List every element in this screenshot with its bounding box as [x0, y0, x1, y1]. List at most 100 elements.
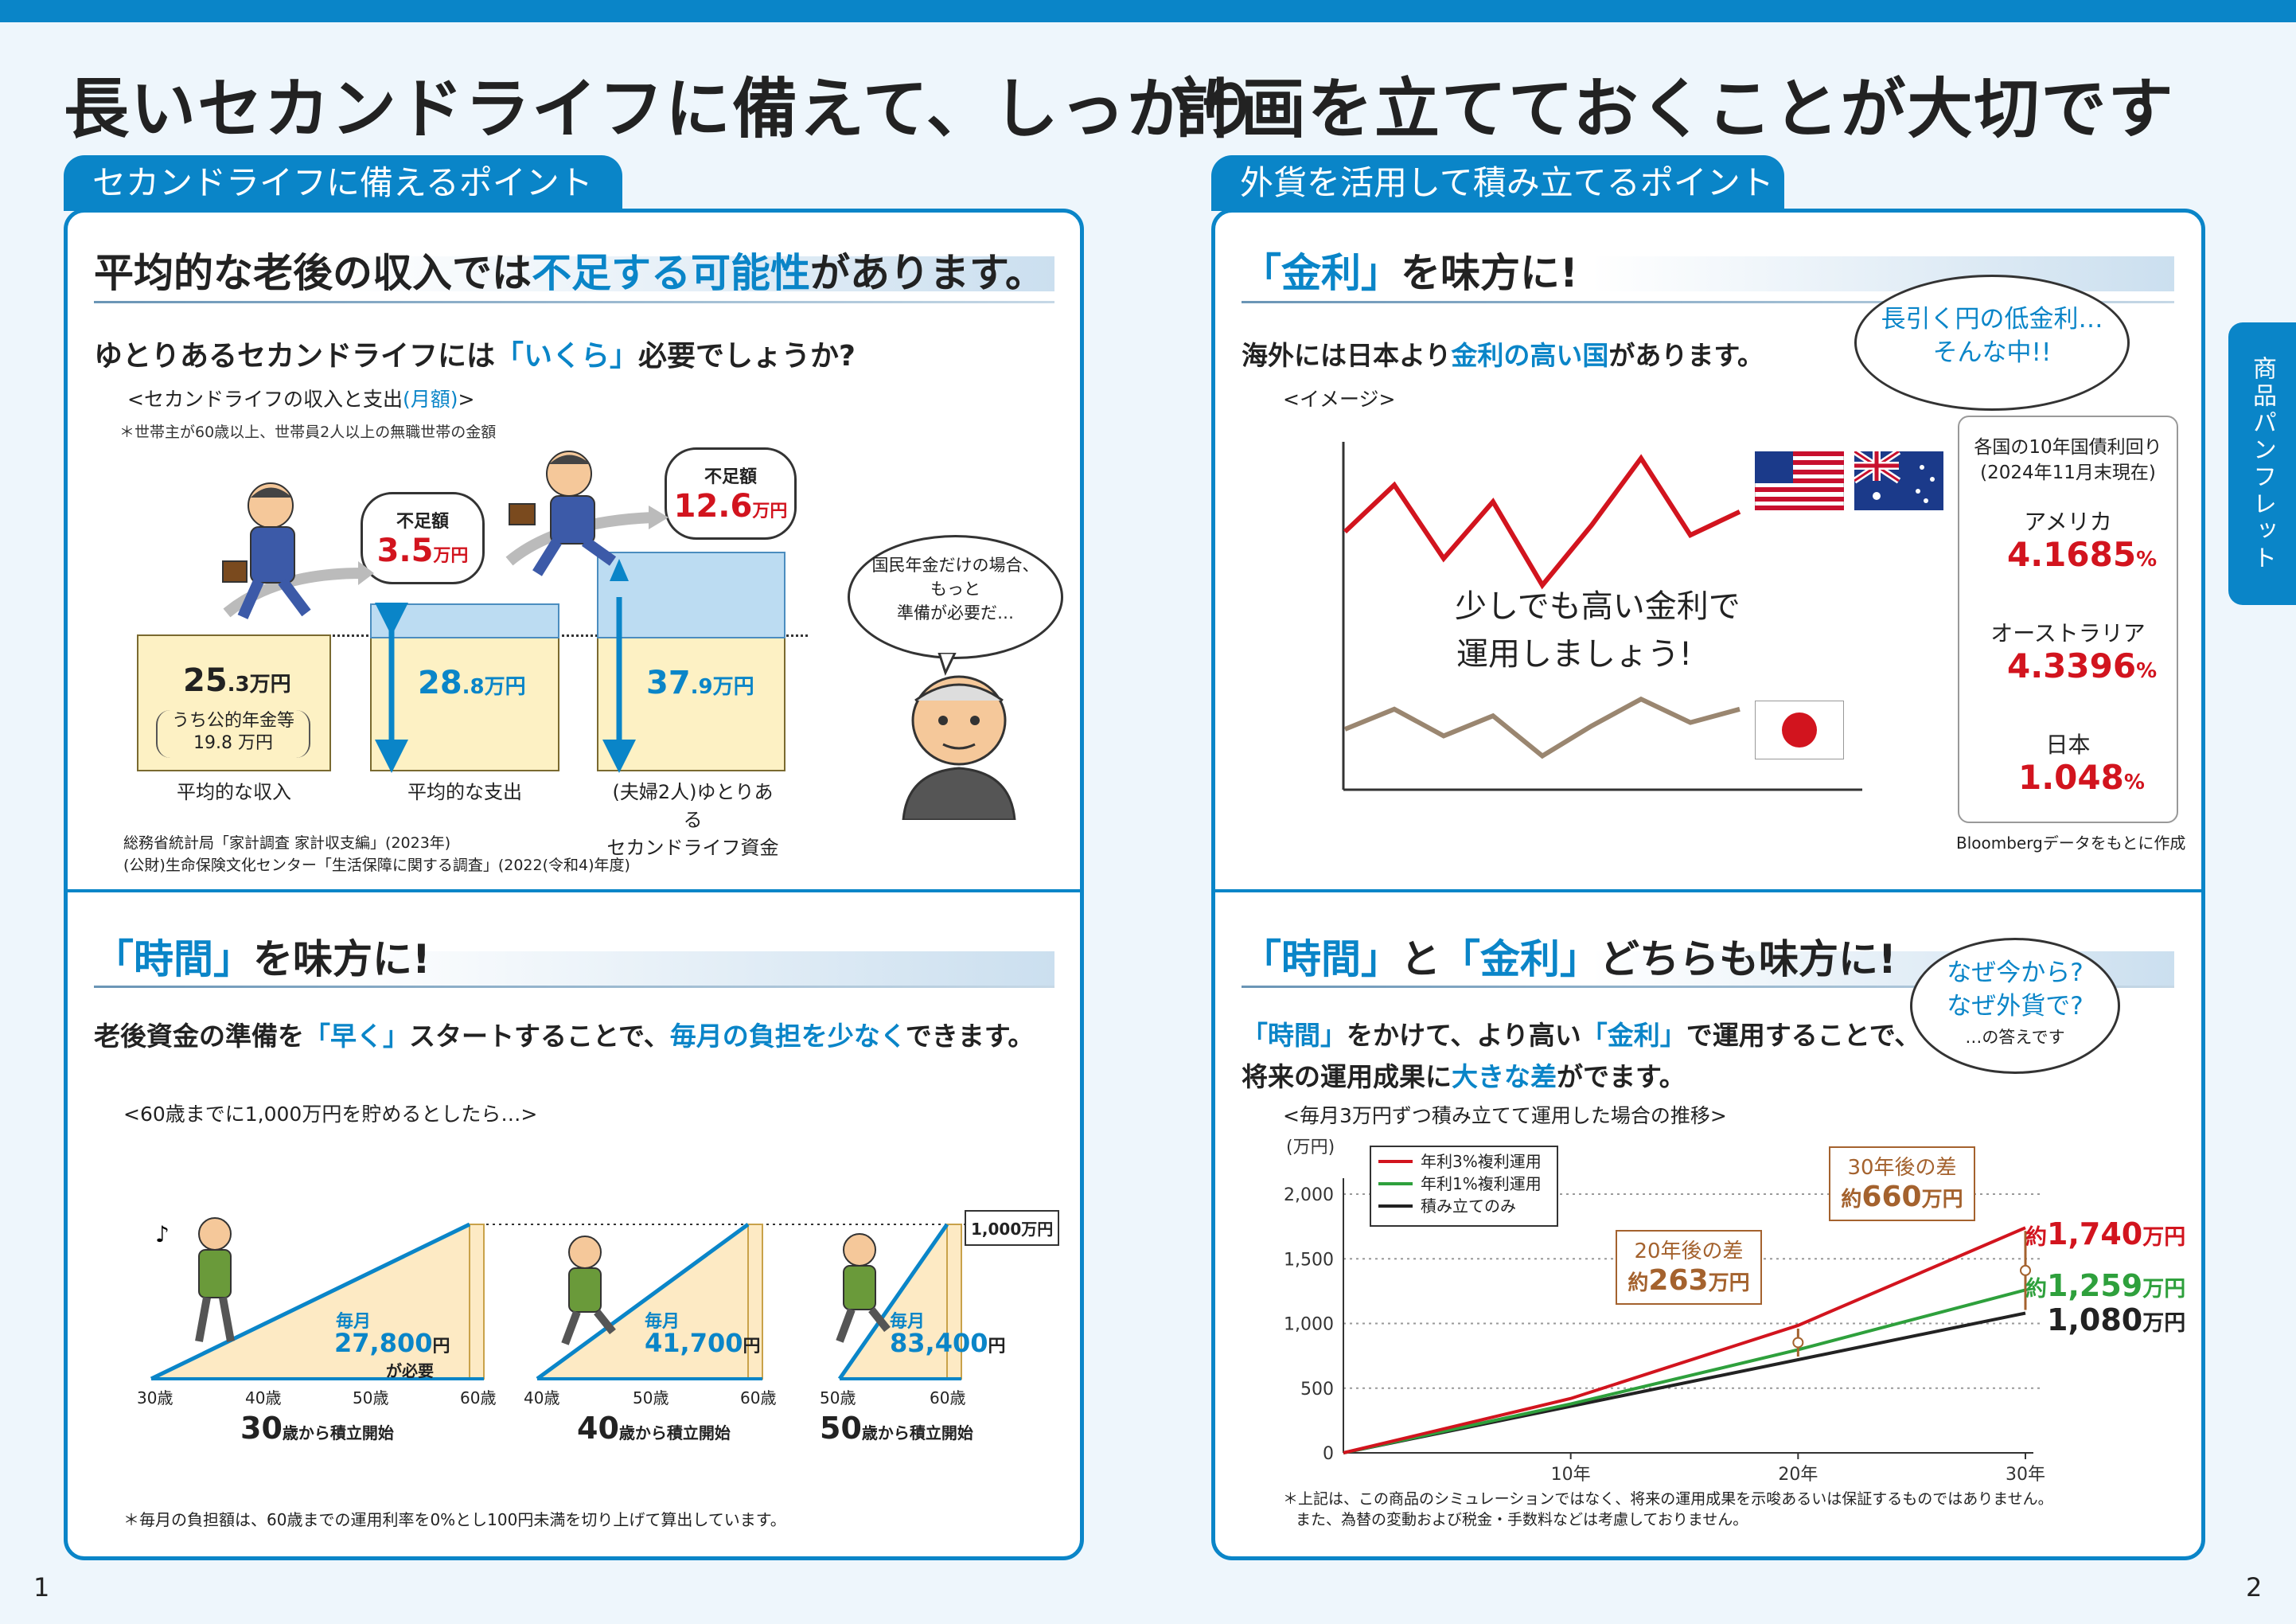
s1-q-a: ゆとりあるセカンドライフには: [94, 340, 496, 373]
s3-age-tick: 60歳: [930, 1388, 966, 1407]
s4-diff-dot: [2020, 1264, 2031, 1276]
left-divider: [65, 889, 1082, 892]
s1-bubble2: もっと: [930, 580, 980, 599]
s1-yutori-small: .9万円: [690, 675, 754, 699]
s1-note: ＊世帯主が60歳以上、世帯員2人以上の無職世帯の金額: [119, 424, 497, 441]
s4-legend-label: 年利1%複利運用: [1421, 1174, 1542, 1193]
s3-start2-small: 歳から積立開始: [618, 1423, 731, 1442]
s3-lead-e: できます。: [905, 1021, 1035, 1052]
s1-income-value: 25.3万円: [183, 662, 291, 699]
s1-question: ゆとりあるセカンドライフには「いくら」必要でしょうか?: [94, 333, 856, 374]
japan-flag-icon: [1755, 701, 1844, 759]
s3-start3: 50歳から積立開始: [820, 1411, 973, 1446]
s4-diff20-prefix: 約: [1627, 1271, 1649, 1295]
s1-head-underline: [94, 301, 1054, 303]
s3-lead-c: スタートすることで、: [409, 1021, 670, 1052]
s4-end-black: 1,080万円: [2047, 1302, 2185, 1337]
s3-start2-big: 40: [577, 1411, 619, 1446]
s4-end-red-unit: 万円: [2142, 1225, 2186, 1250]
s2-head-a: 「金利」: [1242, 250, 1401, 296]
s4-series-line: [1343, 1288, 2026, 1454]
s1-q-c: 必要でしょうか?: [638, 340, 856, 373]
s4-lead: 「時間」をかけて、より高い「金利」で運用することで、 将来の運用成果に大きな差が…: [1242, 1015, 1920, 1098]
s2-box-title1: 各国の10年国債利回り: [1974, 437, 2162, 458]
title-part2: 計画を立てておくことが大切です: [1174, 72, 2175, 147]
worried-man-icon: [902, 653, 1016, 820]
s4-legend-label: 積み立てのみ: [1421, 1197, 1516, 1216]
s3-age-tick: 60歳: [740, 1388, 777, 1407]
s1-q-b: 「いくら」: [495, 340, 639, 373]
s1-speech-bubble: 国民年金だけの場合、 もっと 準備が必要だ…: [848, 535, 1063, 659]
s1-short2-unit: 万円: [752, 502, 788, 521]
s4-end-green-prefix: 約: [2025, 1277, 2047, 1302]
s1-expense-value: 28.8万円: [418, 665, 526, 701]
s3-c1-value: 27,800円: [334, 1328, 450, 1358]
s3-start3-big: 50: [820, 1411, 862, 1446]
side-tab-label: 商品パンフレット: [2248, 355, 2276, 572]
s3-start3-small: 歳から積立開始: [861, 1423, 973, 1442]
s3-age-tick: 50歳: [353, 1388, 389, 1407]
s4-diff30-value: 660: [1861, 1181, 1922, 1213]
s2-au-rate-value: 4.3396: [2007, 646, 2137, 685]
s4-growth-chart: (万円) 0 500 1,000 1,500 2,000 10年 20年 30年 年利3%複利運用…: [1284, 1138, 2045, 1485]
s4-footnote1: ＊上記は、この商品のシミュレーションではなく、将来の運用成果を示唆あるいは保証す…: [1283, 1490, 2053, 1508]
s4-diff30-box: 30年後の差 約660万円: [1829, 1146, 1975, 1221]
s2-source: Bloombergデータをもとに作成: [1956, 833, 2186, 853]
s1-head-b: 不足する可能性: [532, 250, 810, 296]
s2-box-title2: (2024年11月末現在): [1980, 463, 2156, 483]
s2-lead-c: があります。: [1608, 340, 1764, 371]
s4-diff20-unit: 万円: [1708, 1271, 1750, 1295]
s1-dotted-line: [318, 634, 808, 637]
s3-age-tick: 40歳: [524, 1388, 560, 1407]
s2-rate-chart: [1342, 442, 1862, 791]
s3-age-tick: 30歳: [137, 1388, 173, 1407]
s1-short2-big: 12.6: [673, 488, 753, 525]
s2-line-high: [1343, 454, 1741, 590]
s2-bubble1: 長引く円の低金利…: [1881, 305, 2103, 334]
s3-footnote: ＊毎月の負担額は、60歳までの運用利率を0%とし100円未満を切り上げて算出して…: [123, 1510, 786, 1529]
svg-text:♪: ♪: [155, 1221, 170, 1247]
side-tab-pamphlet[interactable]: 商品パンフレット: [2228, 322, 2296, 605]
s1-heading: 平均的な老後の収入では不足する可能性があります。: [94, 241, 1045, 299]
s1-yutori-value: 37.9万円: [646, 665, 754, 701]
s3-start2: 40歳から積立開始: [577, 1411, 731, 1446]
s4-diff30-prefix: 約: [1841, 1188, 1862, 1212]
s2-jp-pct: %: [2123, 771, 2145, 794]
person-walking-icon: ♪: [155, 1217, 235, 1342]
s4-lead2-b: 大きな差: [1452, 1061, 1557, 1092]
s4-y-axis-label: (万円): [1286, 1138, 1335, 1157]
s3-head-underline: [94, 986, 1054, 988]
s2-bubble2: そんな中!!: [1932, 338, 2052, 367]
s4-heading: 「時間」と「金利」どちらも味方に!: [1242, 927, 1896, 985]
s1-income-small: .3万円: [227, 673, 291, 697]
s3-c1-unit: 円: [432, 1337, 450, 1357]
s4-x-tick-label: 10年: [1551, 1465, 1591, 1485]
s4-diff20-label: 20年後の差: [1634, 1239, 1744, 1263]
s2-us-name: アメリカ: [2024, 509, 2112, 535]
person-climbing-icon: [561, 1236, 616, 1345]
s3-c3-num: 83,400: [890, 1328, 988, 1358]
s4-chart-caption: <毎月3万円ずつ積み立てて運用した場合の推移>: [1283, 1104, 1727, 1127]
s1-ct-b: (月額): [402, 388, 458, 411]
s2-line-japan: [1343, 696, 1741, 759]
s1-head-a: 平均的な老後の収入では: [94, 250, 532, 296]
s4-footnote2: また、為替の変動および税金・手数料などは考慮しておりません。: [1296, 1511, 1748, 1528]
page-number-left: 1: [33, 1572, 50, 1603]
s2-lead: 海外には日本より金利の高い国があります。: [1242, 334, 1764, 373]
s3-head-stripe: [334, 951, 1054, 986]
s1-arrow-top: [610, 559, 629, 581]
s1-source1: 総務省統計局「家計調査 家計収支編」(2023年): [123, 834, 451, 852]
s1-head-c: があります。: [810, 250, 1045, 296]
s4-diff20-value: 263: [1648, 1264, 1709, 1297]
s2-au-rate: 4.3396%: [2007, 646, 2157, 685]
us-flag-icon: [1755, 451, 1844, 510]
s3-start1-small: 歳から積立開始: [282, 1423, 394, 1442]
s3-start1: 30歳から積立開始: [240, 1411, 394, 1446]
s3-age-tick: 50歳: [820, 1388, 856, 1407]
s4-lead1-d: で運用することで、: [1686, 1020, 1921, 1051]
s3-c3-value: 83,400円: [890, 1328, 1006, 1358]
s3-target: 1,000万円: [965, 1210, 1060, 1246]
s1-short1-label: 不足額: [396, 512, 449, 532]
s4-lead1-c: 「金利」: [1581, 1020, 1686, 1051]
s3-age-tick: 50歳: [633, 1388, 669, 1407]
